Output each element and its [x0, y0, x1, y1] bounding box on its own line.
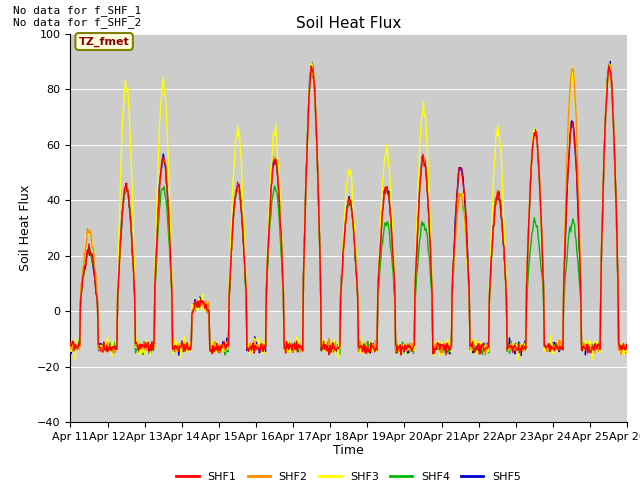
Y-axis label: Soil Heat Flux: Soil Heat Flux	[19, 185, 31, 271]
SHF2	[433, 346, 440, 352]
SHF2	[134, 345, 141, 350]
SHF4	[134, 343, 141, 349]
SHF3	[220, 347, 228, 352]
SHF3	[623, 351, 631, 357]
SHF4	[221, 352, 229, 358]
SHF5	[134, 345, 141, 351]
SHF2	[220, 344, 228, 349]
SHF4	[220, 343, 228, 349]
SHF4	[623, 345, 631, 351]
SHF4	[67, 347, 74, 353]
Line: SHF2: SHF2	[70, 62, 627, 355]
SHF5	[433, 343, 440, 348]
SHF5	[220, 342, 228, 348]
SHF3	[134, 339, 141, 345]
SHF1	[191, 306, 198, 312]
SHF5	[191, 304, 198, 310]
SHF3	[308, 60, 316, 66]
SHF3	[77, 295, 84, 301]
SHF5	[623, 341, 631, 347]
SHF1	[397, 352, 405, 358]
SHF4	[77, 303, 84, 309]
SHF1	[605, 63, 612, 69]
SHF1	[67, 340, 74, 346]
SHF1	[417, 167, 425, 172]
SHF5	[517, 353, 525, 359]
X-axis label: Time: Time	[333, 444, 364, 456]
SHF4	[605, 61, 613, 67]
SHF2	[67, 346, 74, 351]
SHF3	[434, 338, 442, 344]
SHF3	[191, 302, 198, 308]
Line: SHF4: SHF4	[70, 64, 627, 355]
SHF1	[623, 346, 631, 352]
SHF1	[220, 338, 228, 344]
Legend: SHF1, SHF2, SHF3, SHF4, SHF5: SHF1, SHF2, SHF3, SHF4, SHF5	[172, 468, 525, 480]
SHF1	[134, 345, 141, 351]
Text: No data for f_SHF_1
No data for f_SHF_2: No data for f_SHF_1 No data for f_SHF_2	[13, 5, 141, 28]
SHF1	[434, 340, 442, 346]
SHF3	[67, 344, 74, 350]
SHF2	[77, 301, 84, 307]
SHF2	[482, 352, 490, 358]
SHF4	[191, 304, 198, 310]
Line: SHF1: SHF1	[70, 66, 627, 355]
SHF5	[606, 59, 614, 64]
Title: Soil Heat Flux: Soil Heat Flux	[296, 16, 401, 31]
Text: TZ_fmet: TZ_fmet	[79, 36, 129, 47]
SHF2	[417, 174, 424, 180]
SHF4	[434, 344, 442, 349]
Bar	[70, 34, 627, 312]
SHF3	[417, 119, 425, 125]
SHF4	[417, 223, 425, 228]
Line: SHF3: SHF3	[70, 63, 627, 360]
SHF5	[417, 177, 424, 182]
SHF5	[67, 347, 74, 352]
SHF2	[191, 300, 198, 306]
SHF2	[605, 60, 613, 65]
SHF1	[77, 300, 84, 306]
SHF2	[623, 341, 631, 347]
SHF5	[77, 296, 84, 302]
Line: SHF5: SHF5	[70, 61, 627, 356]
SHF3	[514, 358, 522, 363]
